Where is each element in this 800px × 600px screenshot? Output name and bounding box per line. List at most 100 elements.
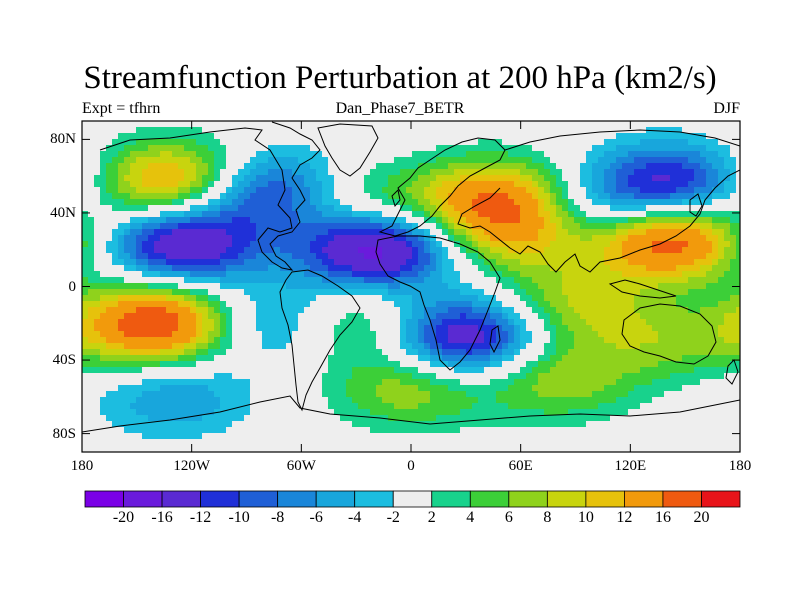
field-cell bbox=[118, 283, 125, 290]
field-cell bbox=[466, 229, 473, 236]
field-cell bbox=[178, 361, 185, 368]
field-cell bbox=[574, 253, 581, 260]
field-cell bbox=[454, 253, 461, 260]
field-cell bbox=[250, 271, 257, 278]
field-cell bbox=[448, 205, 455, 212]
field-cell bbox=[610, 385, 617, 392]
field-cell bbox=[196, 343, 203, 350]
field-cell bbox=[208, 229, 215, 236]
field-cell bbox=[400, 229, 407, 236]
field-cell bbox=[640, 175, 647, 182]
field-cell bbox=[304, 247, 311, 254]
field-cell bbox=[340, 289, 347, 296]
field-cell bbox=[460, 247, 467, 254]
field-cell bbox=[178, 331, 185, 338]
field-cell bbox=[250, 325, 257, 332]
field-cell bbox=[364, 259, 371, 266]
field-cell bbox=[712, 259, 719, 266]
field-cell bbox=[736, 211, 740, 218]
field-cell bbox=[718, 277, 725, 284]
field-cell bbox=[466, 175, 473, 182]
field-cell bbox=[700, 307, 707, 314]
field-cell bbox=[328, 265, 335, 272]
field-cell bbox=[556, 385, 563, 392]
field-cell bbox=[580, 229, 587, 236]
field-cell bbox=[256, 175, 263, 182]
field-cell bbox=[202, 337, 209, 344]
field-cell bbox=[562, 217, 569, 224]
field-cell bbox=[688, 349, 695, 356]
field-cell bbox=[370, 247, 377, 254]
field-cell bbox=[568, 187, 575, 194]
field-cell bbox=[310, 295, 317, 302]
field-cell bbox=[316, 283, 323, 290]
field-cell bbox=[472, 211, 479, 218]
field-cell bbox=[268, 361, 275, 368]
field-cell bbox=[202, 253, 209, 260]
field-cell bbox=[700, 175, 707, 182]
field-cell bbox=[412, 349, 419, 356]
field-cell bbox=[208, 277, 215, 284]
field-cell bbox=[376, 121, 383, 128]
field-cell bbox=[322, 331, 329, 338]
field-cell bbox=[304, 373, 311, 380]
field-cell bbox=[736, 187, 740, 194]
field-cell bbox=[640, 301, 647, 308]
field-cell bbox=[82, 331, 89, 338]
field-cell bbox=[94, 379, 101, 386]
field-cell bbox=[196, 313, 203, 320]
field-cell bbox=[502, 145, 509, 152]
field-cell bbox=[604, 367, 611, 374]
field-cell bbox=[310, 211, 317, 218]
field-cell bbox=[640, 289, 647, 296]
field-cell bbox=[436, 343, 443, 350]
field-cell bbox=[322, 235, 329, 242]
field-cell bbox=[136, 181, 143, 188]
field-cell bbox=[100, 205, 107, 212]
field-cell bbox=[670, 367, 677, 374]
field-cell bbox=[370, 145, 377, 152]
field-cell bbox=[106, 187, 113, 194]
field-cell bbox=[676, 193, 683, 200]
field-cell bbox=[172, 133, 179, 140]
field-cell bbox=[286, 301, 293, 308]
field-cell bbox=[562, 265, 569, 272]
field-cell bbox=[616, 265, 623, 272]
field-cell bbox=[364, 373, 371, 380]
field-cell bbox=[550, 337, 557, 344]
field-cell bbox=[184, 289, 191, 296]
field-cell bbox=[178, 319, 185, 326]
field-cell bbox=[604, 319, 611, 326]
field-cell bbox=[676, 265, 683, 272]
field-cell bbox=[268, 313, 275, 320]
field-cell bbox=[322, 259, 329, 266]
field-cell bbox=[328, 181, 335, 188]
field-cell bbox=[430, 193, 437, 200]
field-cell bbox=[106, 337, 113, 344]
field-cell bbox=[400, 367, 407, 374]
field-cell bbox=[676, 205, 683, 212]
field-cell bbox=[460, 235, 467, 242]
field-cell bbox=[478, 163, 485, 170]
field-cell bbox=[466, 139, 473, 146]
field-cell bbox=[322, 121, 329, 128]
field-cell bbox=[562, 313, 569, 320]
field-cell bbox=[352, 175, 359, 182]
field-cell bbox=[448, 211, 455, 218]
field-cell bbox=[136, 373, 143, 380]
field-cell bbox=[460, 205, 467, 212]
field-cell bbox=[472, 349, 479, 356]
field-cell bbox=[118, 325, 125, 332]
field-cell bbox=[196, 151, 203, 158]
field-cell bbox=[694, 313, 701, 320]
field-cell bbox=[568, 163, 575, 170]
field-cell bbox=[502, 343, 509, 350]
field-cell bbox=[370, 175, 377, 182]
field-cell bbox=[316, 385, 323, 392]
field-cell bbox=[688, 181, 695, 188]
field-cell bbox=[610, 307, 617, 314]
field-cell bbox=[100, 283, 107, 290]
field-cell bbox=[298, 127, 305, 134]
field-cell bbox=[262, 265, 269, 272]
field-cell bbox=[370, 163, 377, 170]
